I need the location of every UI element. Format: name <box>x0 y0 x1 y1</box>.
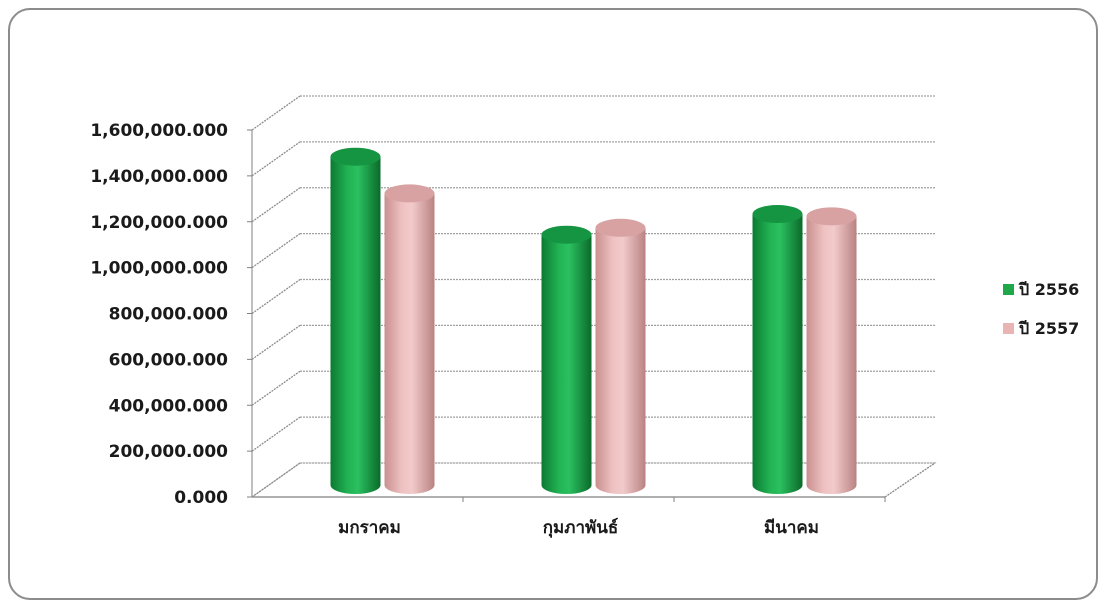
gridline-side <box>251 462 301 498</box>
gridline-side <box>251 324 301 360</box>
legend-label: ปี 2557 <box>1018 319 1080 338</box>
bar-top-1-0 <box>384 184 435 203</box>
y-tick-label: 0.000 <box>174 488 228 508</box>
y-tick-label: 600,000.000 <box>109 350 229 370</box>
x-tick-label: มีนาคม <box>764 517 819 538</box>
bar-1-2 <box>806 216 857 494</box>
bar-top-1-2 <box>806 207 857 226</box>
y-tick-label: 400,000.000 <box>109 396 229 416</box>
x-tick-label: กุมภาพันธ์ <box>543 517 618 538</box>
gridline-side <box>884 462 936 498</box>
y-tick-label: 800,000.000 <box>109 305 229 325</box>
y-tick-label: 200,000.000 <box>109 442 229 462</box>
legend-label: ปี 2556 <box>1018 280 1080 299</box>
bar-top-0-2 <box>752 205 803 224</box>
gridline-side <box>251 416 301 452</box>
legend-swatch <box>1003 323 1014 334</box>
bar-0-0 <box>330 156 381 494</box>
x-tick-label: มกราคม <box>338 518 401 538</box>
bar-1-1 <box>595 227 646 494</box>
y-tick-label: 1,400,000.000 <box>90 167 228 187</box>
gridline-side <box>251 278 301 315</box>
bar-top-0-1 <box>541 225 592 244</box>
gridline-side <box>251 141 301 177</box>
bar-0-2 <box>752 214 803 494</box>
legend-swatch <box>1003 284 1014 295</box>
gridline-side <box>251 370 301 406</box>
gridline-side <box>251 233 301 269</box>
bar-top-1-1 <box>595 218 646 237</box>
bar-1-0 <box>384 193 435 494</box>
y-tick-label: 1,000,000.000 <box>90 259 228 279</box>
gridline-side <box>251 95 301 131</box>
gridline-side <box>251 187 301 223</box>
bar-top-0-0 <box>330 147 381 166</box>
y-tick-label: 1,200,000.000 <box>90 213 228 233</box>
y-tick-label: 1,600,000.000 <box>90 121 228 141</box>
bar-0-1 <box>541 234 592 494</box>
